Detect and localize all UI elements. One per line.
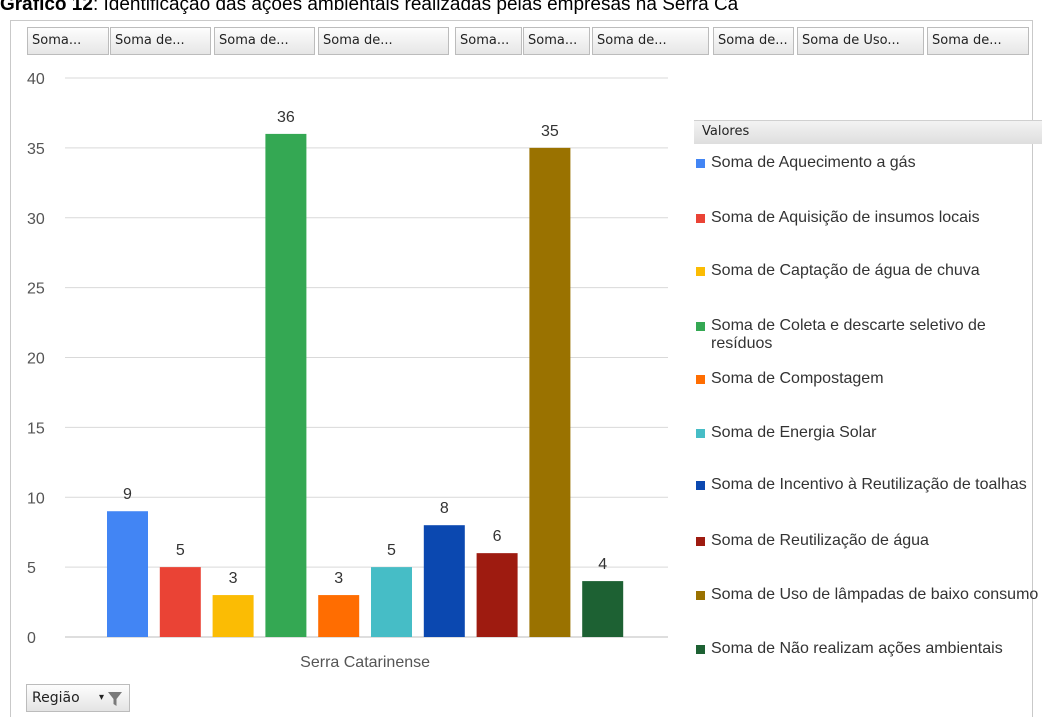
legend-item[interactable]: Soma de Não realizam ações ambientais (694, 640, 1039, 658)
data-label: 3 (229, 570, 238, 587)
legend-item[interactable]: Soma de Aquisição de insumos locais (694, 209, 1039, 227)
data-label: 5 (176, 542, 185, 559)
legend-label: Soma de Reutilização de água (711, 532, 929, 549)
field-button[interactable]: Soma de... (592, 27, 709, 55)
field-button[interactable]: Soma... (27, 27, 109, 55)
data-label: 5 (387, 542, 396, 559)
x-tick-label: Serra Catarinense (300, 654, 430, 671)
y-tick-label: 40 (27, 71, 45, 88)
field-button[interactable]: Soma... (523, 27, 590, 55)
bar (159, 567, 201, 637)
legend-swatch (696, 645, 705, 654)
legend-swatch (696, 591, 705, 600)
legend-label: Soma de Não realizam ações ambientais (711, 640, 1003, 657)
bar (265, 133, 307, 637)
legend-swatch (696, 429, 705, 438)
region-filter-label: Região (32, 690, 80, 706)
legend-swatch (696, 267, 705, 276)
legend-item[interactable]: Soma de Incentivo à Reutilização de toal… (694, 476, 1039, 494)
field-button[interactable]: Soma de... (110, 27, 211, 55)
data-label: 35 (541, 123, 559, 140)
legend-label: Soma de Aquisição de insumos locais (711, 209, 980, 226)
legend-item[interactable]: Soma de Compostagem (694, 370, 1039, 388)
legend-swatch (696, 375, 705, 384)
bar (423, 525, 465, 637)
legend-label: Soma de Energia Solar (711, 424, 877, 441)
caption-text: : Identificação das ações ambientais rea… (92, 0, 739, 15)
bar (582, 581, 624, 637)
legend-item[interactable]: Soma de Captação de água de chuva (694, 262, 1039, 280)
y-tick-label: 0 (27, 630, 36, 647)
y-tick-label: 25 (27, 281, 45, 298)
y-tick-label: 35 (27, 141, 45, 158)
data-label: 4 (598, 556, 607, 573)
legend-label: Soma de Captação de água de chuva (711, 262, 980, 279)
y-tick-label: 5 (27, 560, 36, 577)
y-tick-label: 15 (27, 420, 45, 437)
legend-label: Soma de Aquecimento a gás (711, 154, 916, 171)
legend-item[interactable]: Soma de Coleta e descarte seletivo de re… (694, 317, 1039, 353)
data-label: 3 (334, 570, 343, 587)
data-label: 9 (123, 486, 132, 503)
legend-header[interactable]: Valores (694, 120, 1042, 144)
legend-item[interactable]: Soma de Uso de lâmpadas de baixo consumo (694, 586, 1039, 604)
legend-swatch (696, 214, 705, 223)
field-button[interactable]: Soma de... (214, 27, 315, 55)
legend-label: Soma de Uso de lâmpadas de baixo consumo (711, 586, 1039, 603)
funnel-filter-icon (108, 692, 122, 706)
y-tick-label: 30 (27, 211, 45, 228)
data-label: 36 (277, 109, 295, 126)
legend-item[interactable]: Soma de Energia Solar (694, 424, 1039, 442)
legend-item[interactable]: Soma de Reutilização de água (694, 532, 1039, 550)
legend-label: Soma de Compostagem (711, 370, 884, 387)
caption-number: Gráfico 12 (0, 0, 93, 15)
field-button[interactable]: Soma de... (318, 27, 449, 55)
data-label: 6 (493, 528, 502, 545)
data-label: 8 (440, 500, 449, 517)
field-button[interactable]: Soma... (455, 27, 522, 55)
legend-label: Soma de Incentivo à Reutilização de toal… (711, 476, 1027, 493)
legend-swatch (696, 481, 705, 490)
field-button[interactable]: Soma de... (713, 27, 794, 55)
region-filter-button[interactable]: Região ▾ (26, 684, 130, 712)
bar (318, 595, 360, 637)
bar (529, 147, 571, 637)
bar (476, 553, 518, 637)
bar (212, 595, 254, 637)
legend-label: Soma de Coleta e descarte seletivo de re… (711, 317, 986, 352)
legend-item[interactable]: Soma de Aquecimento a gás (694, 154, 1039, 172)
field-button[interactable]: Soma de Uso... (797, 27, 924, 55)
legend-swatch (696, 537, 705, 546)
legend-swatch (696, 159, 705, 168)
chart-caption: Gráfico 12: Identificação das ações ambi… (0, 0, 1043, 20)
field-button[interactable]: Soma de... (927, 27, 1029, 55)
bar (107, 511, 148, 637)
y-tick-label: 10 (27, 490, 45, 507)
legend-swatch (696, 322, 705, 331)
dropdown-icon: ▾ (99, 692, 105, 703)
bar (371, 567, 412, 637)
y-tick-label: 20 (27, 351, 45, 368)
